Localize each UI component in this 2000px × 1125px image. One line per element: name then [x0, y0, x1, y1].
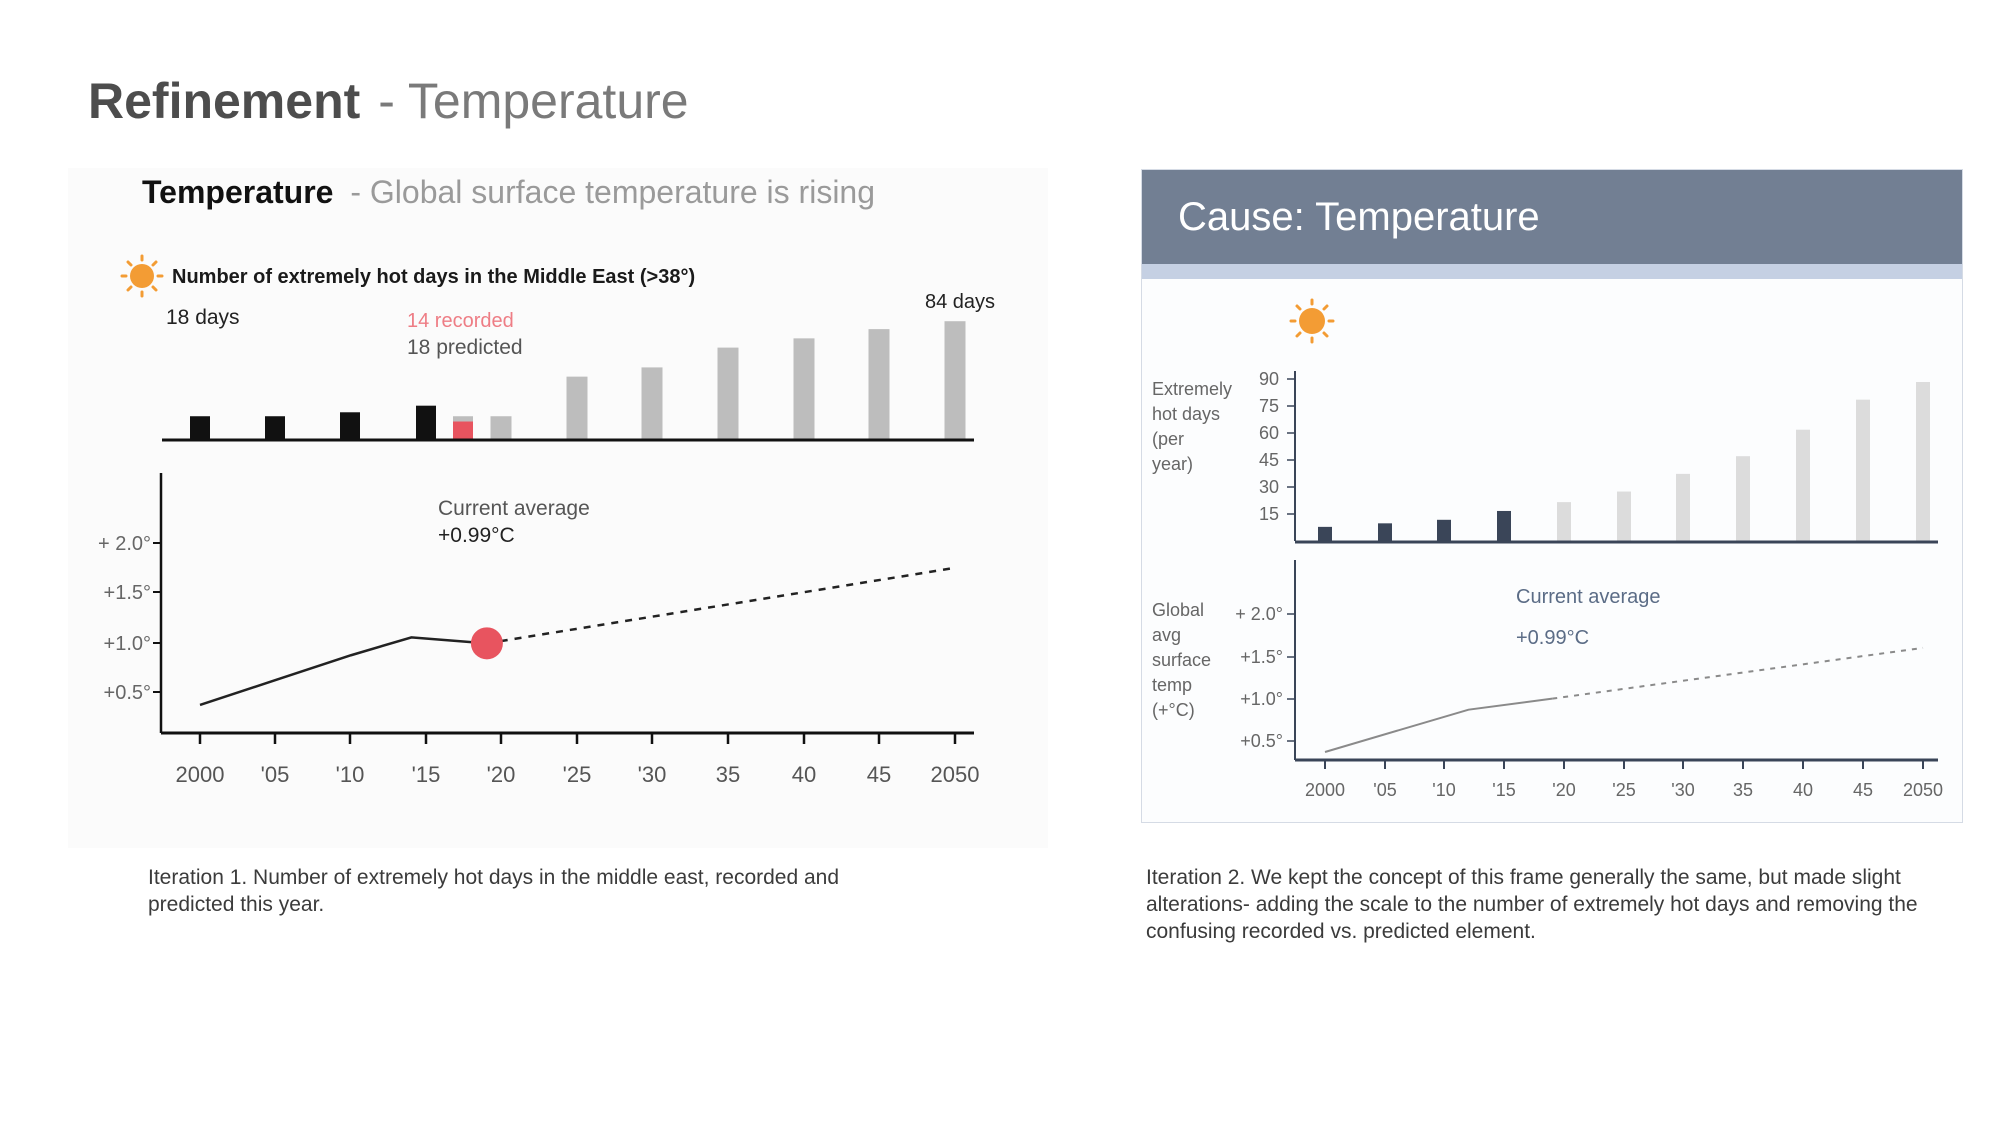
hot-days-bar [1318, 526, 1332, 541]
slide-title-bold: Refinement [88, 73, 361, 129]
panel-header-title: Cause: Temperature [1178, 195, 1540, 239]
current-average-value: +0.99°C [438, 524, 515, 547]
caption-iteration-1: Iteration 1. Number of extremely hot day… [148, 866, 840, 916]
iteration-2-panel: Cause: Temperature Extremely hot days (per… [1141, 169, 1963, 823]
sun-icon [120, 254, 164, 298]
x-tick-label: '30 [1671, 780, 1694, 800]
hot-days-bar [490, 416, 512, 440]
hot-days-bar [340, 412, 360, 440]
x-tick-label: 2050 [1903, 780, 1943, 800]
slide-title: Refinement - Temperature [88, 72, 689, 130]
chart-title-rest: - Global surface temperature is rising [350, 174, 875, 210]
header-band [1142, 170, 1962, 264]
hot-days-bar [944, 321, 966, 440]
hot-days-bar [416, 405, 436, 440]
y-tick-label: +0.5° [104, 682, 151, 704]
predicted-label: 18 predicted [407, 336, 523, 359]
hot-days-bar [641, 367, 663, 440]
iteration-1-chart: Temperature - Global surface temperature… [98, 174, 995, 787]
hot-days-bar [1497, 510, 1511, 541]
caption-iteration-2: Iteration 2. We kept the concept of this… [1146, 866, 1918, 943]
x-tick-label: 40 [1793, 780, 1813, 800]
current-average-value: +0.99°C [1516, 627, 1589, 649]
x-tick-label: '10 [1432, 780, 1455, 800]
chart-title: Temperature - Global surface temperature… [142, 174, 875, 210]
chart-title-bold: Temperature [142, 174, 333, 210]
recorded-label: 14 recorded [407, 310, 514, 332]
y-tick-label: +1.5° [1240, 647, 1283, 667]
y-tick-label: +0.5° [1240, 731, 1283, 751]
recorded-line [199, 636, 487, 707]
hot-days-bar [1916, 382, 1930, 541]
slide-title-rest: - Temperature [378, 73, 689, 129]
hot-days-bar [190, 416, 210, 440]
hot-days-bar [868, 329, 890, 440]
y-tick-label: 15 [1259, 504, 1279, 524]
x-tick-label: 45 [1853, 780, 1873, 800]
y-tick-label: 30 [1259, 477, 1279, 497]
hot-days-bar [717, 347, 739, 440]
x-tick-label: '10 [336, 762, 365, 787]
current-average-label: Current average [1516, 586, 1661, 608]
iteration-1-panel: Temperature - Global surface temperature… [68, 168, 1048, 848]
y-tick-label: +1.5° [104, 582, 151, 604]
x-tick-label: 2050 [931, 762, 980, 787]
x-tick-label: '25 [1612, 780, 1635, 800]
x-tick-label: 40 [792, 762, 816, 787]
hot-days-axis-label: Extremely hot days (per year) [1152, 379, 1232, 474]
x-tick-label: 35 [716, 762, 740, 787]
x-tick-label: 2000 [1305, 780, 1345, 800]
predicted-line [486, 566, 956, 645]
x-tick-label: 35 [1733, 780, 1753, 800]
hot-days-bar [265, 416, 285, 440]
recorded-bar [453, 421, 473, 440]
current-average-dot [470, 627, 503, 660]
x-tick-label: '30 [638, 762, 667, 787]
sun-icon [1289, 298, 1335, 344]
x-tick-label: '15 [412, 762, 441, 787]
x-tick-label: 2000 [176, 762, 225, 787]
temperature-axis-label: Global avg surface temp (+°C) [1152, 600, 1211, 720]
recorded-line [1324, 697, 1553, 753]
y-tick-label: 60 [1259, 423, 1279, 443]
annotation-start: 18 days [166, 306, 240, 329]
y-tick-label: 75 [1259, 396, 1279, 416]
current-average-label: Current average [438, 497, 590, 520]
chart-subtitle: Number of extremely hot days in the Midd… [172, 266, 695, 288]
y-tick-label: 90 [1259, 369, 1279, 389]
y-tick-label: +1.0° [104, 633, 151, 655]
header-strip [1142, 264, 1962, 279]
x-tick-label: '15 [1492, 780, 1515, 800]
y-tick-label: + 2.0° [98, 533, 151, 555]
hot-days-bar [1676, 473, 1690, 541]
x-tick-label: '20 [1552, 780, 1575, 800]
iteration-2-chart: Cause: Temperature Extremely hot days (per… [1142, 170, 1962, 800]
hot-days-bar [1437, 519, 1451, 541]
hot-days-bar [1796, 429, 1810, 541]
y-tick-label: +1.0° [1240, 689, 1283, 709]
hot-days-bar [566, 376, 588, 440]
hot-days-bar [1856, 399, 1870, 541]
hot-days-bar [1378, 523, 1392, 541]
x-tick-label: '20 [487, 762, 516, 787]
x-tick-label: '05 [261, 762, 290, 787]
y-tick-label: + 2.0° [1235, 604, 1283, 624]
x-tick-label: '05 [1373, 780, 1396, 800]
x-tick-label: '25 [563, 762, 592, 787]
annotation-end: 84 days [925, 291, 995, 313]
hot-days-bar [1736, 456, 1750, 541]
hot-days-bar [793, 338, 815, 440]
y-tick-label: 45 [1259, 450, 1279, 470]
hot-days-bar [1557, 502, 1571, 541]
predicted-line [1552, 646, 1924, 700]
hot-days-bar [1617, 491, 1631, 541]
x-tick-label: 45 [867, 762, 891, 787]
